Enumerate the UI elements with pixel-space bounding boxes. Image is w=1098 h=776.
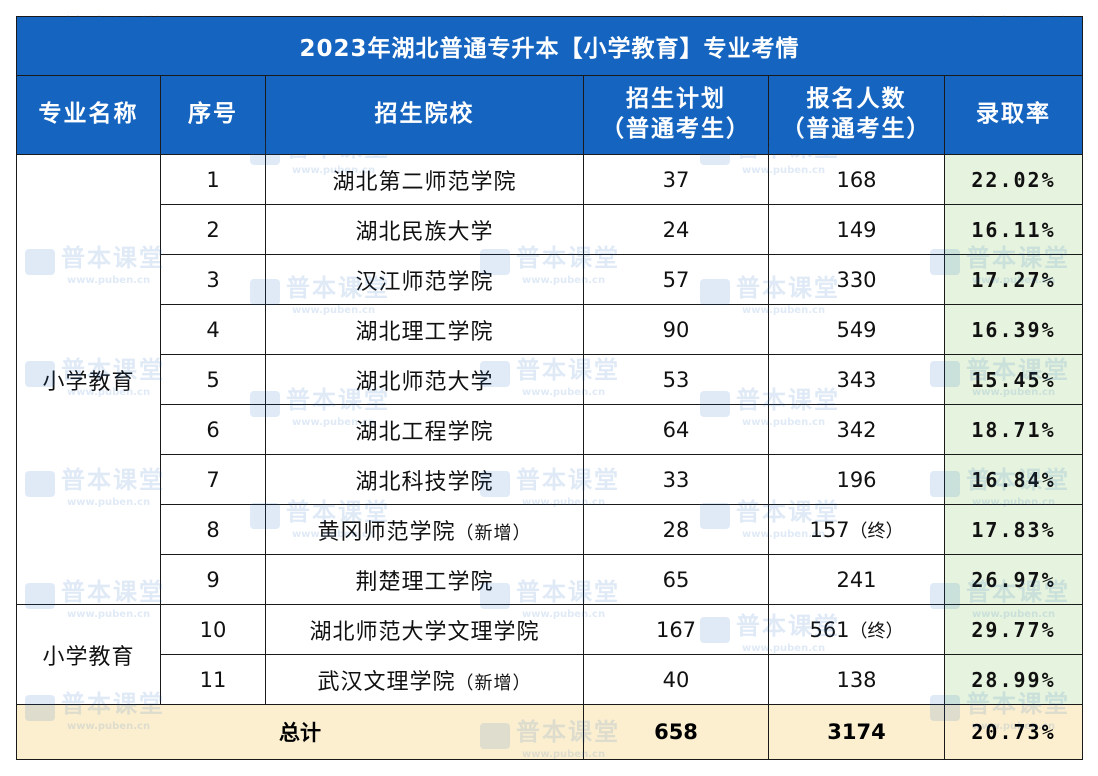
plan-cell: 28 [583, 504, 769, 555]
rate-cell: 17.83% [943, 504, 1084, 555]
applicants-cell: 561（终） [768, 604, 945, 655]
applicants-note: （终） [849, 520, 904, 542]
header-index: 序号 [160, 75, 266, 155]
school-cell: 武汉文理学院（新增） [265, 654, 584, 705]
applicants-cell: 196 [768, 454, 945, 505]
school-cell: 荆楚理工学院 [265, 554, 584, 605]
applicants-cell: 241 [768, 554, 945, 605]
applicants-cell: 157（终） [768, 504, 945, 555]
index-cell: 11 [160, 654, 266, 705]
school-note: （新增） [455, 672, 532, 694]
school-name: 黄冈师范学院 [317, 519, 456, 545]
table-row: 2 湖北民族大学 24 149 16.11% [17, 204, 1084, 255]
applicants-cell: 549 [768, 304, 945, 355]
admission-table-container: 2023年湖北普通专升本【小学教育】专业考情 专业名称 序号 招生院校 招生计划… [15, 16, 1084, 760]
table-row: 11 武汉文理学院（新增） 40 138 28.99% [17, 654, 1084, 705]
title-row: 2023年湖北普通专升本【小学教育】专业考情 [15, 16, 1084, 76]
table-row: 8 黄冈师范学院（新增） 28 157（终） 17.83% [17, 504, 1084, 555]
plan-cell: 40 [583, 654, 769, 705]
applicants-cell: 343 [768, 354, 945, 405]
table-row: 5 湖北师范大学 53 343 15.45% [17, 354, 1084, 405]
index-cell: 2 [160, 204, 266, 255]
applicants-cell: 330 [768, 254, 945, 305]
index-cell: 3 [160, 254, 266, 305]
index-cell: 7 [160, 454, 266, 505]
table-row: 小学教育 10 湖北师范大学文理学院 167 561（终） 29.77% [16, 604, 1084, 705]
header-plan-line2: （普通考生） [601, 116, 751, 142]
header-applicants: 报名人数 （普通考生） [768, 75, 945, 155]
rate-cell: 16.11% [943, 204, 1084, 255]
table-row: 9 荆楚理工学院 65 241 26.97% [17, 554, 1084, 605]
school-cell: 湖北师范大学文理学院 [265, 604, 584, 655]
total-plan: 658 [583, 704, 769, 760]
index-cell: 9 [160, 554, 266, 605]
applicants-value: 157 [809, 517, 850, 542]
rate-cell: 15.45% [943, 354, 1084, 405]
header-plan-line1: 招生计划 [626, 86, 726, 113]
school-name: 武汉文理学院 [317, 669, 456, 695]
table-row: 小学教育 1 湖北第二师范学院 37 168 22.02% [16, 154, 1084, 605]
school-cell: 黄冈师范学院（新增） [265, 504, 584, 555]
header-school: 招生院校 [265, 75, 584, 155]
plan-cell: 65 [583, 554, 769, 605]
applicants-cell: 138 [768, 654, 945, 705]
index-cell: 5 [160, 354, 266, 405]
school-cell: 汉江师范学院 [265, 254, 584, 305]
school-cell: 湖北理工学院 [265, 304, 584, 355]
plan-cell: 37 [583, 154, 769, 205]
table-title: 2023年湖北普通专升本【小学教育】专业考情 [15, 16, 1084, 76]
table-row: 6 湖北工程学院 64 342 18.71% [17, 404, 1084, 455]
total-applicants: 3174 [768, 704, 945, 760]
table-row: 4 湖北理工学院 90 549 16.39% [17, 304, 1084, 355]
index-cell: 4 [160, 304, 266, 355]
rate-cell: 26.97% [943, 554, 1084, 605]
school-cell: 湖北科技学院 [265, 454, 584, 505]
plan-cell: 64 [583, 404, 769, 455]
rate-cell: 22.02% [943, 154, 1084, 205]
header-plan: 招生计划 （普通考生） [583, 75, 769, 155]
applicants-note: （终） [849, 620, 904, 642]
header-major: 专业名称 [16, 75, 161, 155]
major-cell-group-2: 小学教育 [16, 604, 161, 705]
major-cell-group-1: 小学教育 [16, 154, 161, 605]
rate-cell: 17.27% [943, 254, 1084, 305]
index-cell: 1 [160, 154, 266, 205]
school-cell: 湖北师范大学 [265, 354, 584, 405]
total-label: 总计 [16, 704, 584, 760]
table-row: 3 汉江师范学院 57 330 17.27% [17, 254, 1084, 305]
header-applicants-line2: （普通考生） [781, 116, 932, 142]
admission-table: 2023年湖北普通专升本【小学教育】专业考情 专业名称 序号 招生院校 招生计划… [15, 16, 1084, 760]
header-row: 专业名称 序号 招生院校 招生计划 （普通考生） 报名人数 （普通考生） 录取率 [16, 75, 1084, 155]
applicants-value: 561 [809, 617, 850, 642]
applicants-cell: 342 [768, 404, 945, 455]
school-cell: 湖北民族大学 [265, 204, 584, 255]
table-row: 7 湖北科技学院 33 196 16.84% [17, 454, 1084, 505]
applicants-cell: 168 [768, 154, 945, 205]
applicants-cell: 149 [768, 204, 945, 255]
header-rate: 录取率 [943, 75, 1084, 155]
plan-cell: 57 [583, 254, 769, 305]
index-cell: 8 [160, 504, 266, 555]
school-cell: 湖北工程学院 [265, 404, 584, 455]
rate-cell: 18.71% [943, 404, 1084, 455]
index-cell: 10 [160, 604, 266, 655]
index-cell: 6 [160, 404, 266, 455]
plan-cell: 167 [583, 604, 769, 655]
total-row: 总计 658 3174 20.73% [16, 704, 1084, 760]
plan-cell: 33 [583, 454, 769, 505]
plan-cell: 24 [583, 204, 769, 255]
rate-cell: 16.84% [943, 454, 1084, 505]
plan-cell: 53 [583, 354, 769, 405]
total-rate: 20.73% [943, 704, 1084, 760]
school-cell: 湖北第二师范学院 [265, 154, 584, 205]
school-note: （新增） [455, 522, 532, 544]
rate-cell: 16.39% [943, 304, 1084, 355]
rate-cell: 29.77% [943, 604, 1084, 655]
rate-cell: 28.99% [943, 654, 1084, 705]
plan-cell: 90 [583, 304, 769, 355]
header-applicants-line1: 报名人数 [806, 86, 907, 113]
